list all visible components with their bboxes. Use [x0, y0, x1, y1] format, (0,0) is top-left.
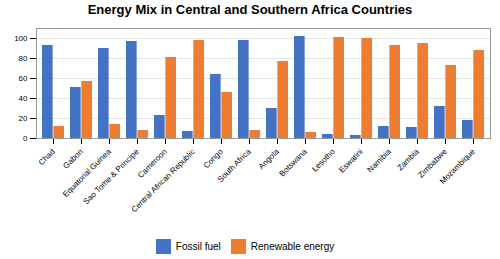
svg-text:100: 100 [14, 34, 28, 43]
svg-text:Chad: Chad [37, 147, 57, 167]
svg-text:Cameroon: Cameroon [135, 147, 169, 180]
svg-text:40: 40 [19, 94, 28, 103]
svg-text:Mozambique: Mozambique [438, 147, 477, 186]
html-text:Fossil fuel: Fossil fuel [175, 241, 221, 252]
svg-text:Zimbabwe: Zimbabwe [416, 147, 449, 180]
svg-text:Sao Tome & Principe: Sao Tome & Principe [82, 147, 141, 206]
svg-text:Central African Republic: Central African Republic [130, 147, 197, 214]
svg-text:Lesotho: Lesotho [310, 147, 337, 174]
svg-text:South Africa: South Africa [216, 147, 253, 184]
html-text:Renewable energy: Renewable energy [250, 241, 335, 252]
svg-text:Equatorial Guinea: Equatorial Guinea [61, 147, 113, 199]
svg-text:Zambia: Zambia [395, 147, 421, 173]
svg-text:60: 60 [19, 74, 28, 83]
svg-text:0: 0 [23, 134, 28, 143]
svg-text:80: 80 [19, 54, 28, 63]
svg-text:Eswatini: Eswatini [337, 147, 365, 175]
svg-text:Botswana: Botswana [278, 147, 310, 179]
svg-text:Namibia: Namibia [366, 147, 394, 175]
svg-text:Congo: Congo [202, 147, 225, 170]
svg-text:Angola: Angola [257, 147, 281, 171]
svg-text:20: 20 [19, 114, 28, 123]
html-text:Energy Mix in Central and Sout: Energy Mix in Central and Southern Afric… [87, 2, 413, 17]
svg-text:Gabon: Gabon [61, 147, 84, 170]
